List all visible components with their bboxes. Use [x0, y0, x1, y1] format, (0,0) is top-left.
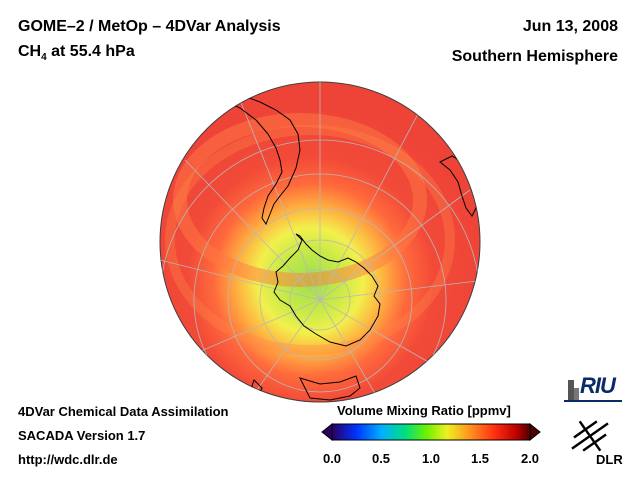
concentration-bands [165, 113, 455, 355]
colorbar-tick: 1.0 [421, 451, 441, 466]
riu-logo-text: RIU [580, 373, 616, 398]
colorbar-tick: 0.0 [322, 451, 342, 466]
colorbar [321, 422, 541, 442]
footer-line2: SACADA Version 1.7 [18, 428, 146, 443]
dlr-logo-mark [571, 420, 609, 452]
dlr-logo-text: DLR [596, 452, 623, 467]
australia-coastline [299, 375, 361, 401]
riu-logo-mark [564, 380, 622, 402]
species-name: CH [18, 43, 42, 60]
footer-url: http://wdc.dlr.de [18, 452, 118, 467]
antarctica-coastline [273, 233, 381, 347]
footer-line1: 4DVar Chemical Data Assimilation [18, 404, 229, 419]
date-label: Jun 13, 2008 [522, 18, 618, 35]
title-species-level: CH4 at 55.4 hPa [18, 43, 135, 63]
graticule [160, 82, 480, 402]
species-subscript: 4 [41, 52, 47, 64]
south-america-coastline [221, 93, 301, 226]
colorbar-tick: 2.0 [520, 451, 540, 466]
title-line1: GOME–2 / MetOp – 4DVar Analysis [18, 18, 281, 35]
colorbar-title: Volume Mixing Ratio [ppmv] [337, 403, 511, 418]
colorbar-tick: 0.5 [371, 451, 391, 466]
colorbar-tick: 1.5 [470, 451, 490, 466]
region-label: Southern Hemisphere [451, 48, 618, 65]
level-label: at 55.4 hPa [51, 43, 135, 60]
